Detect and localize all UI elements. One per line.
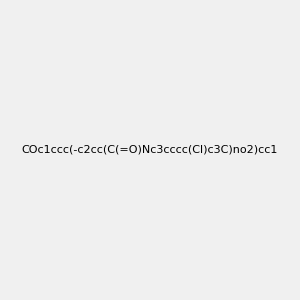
Text: COc1ccc(-c2cc(C(=O)Nc3cccc(Cl)c3C)no2)cc1: COc1ccc(-c2cc(C(=O)Nc3cccc(Cl)c3C)no2)cc… <box>22 145 278 155</box>
